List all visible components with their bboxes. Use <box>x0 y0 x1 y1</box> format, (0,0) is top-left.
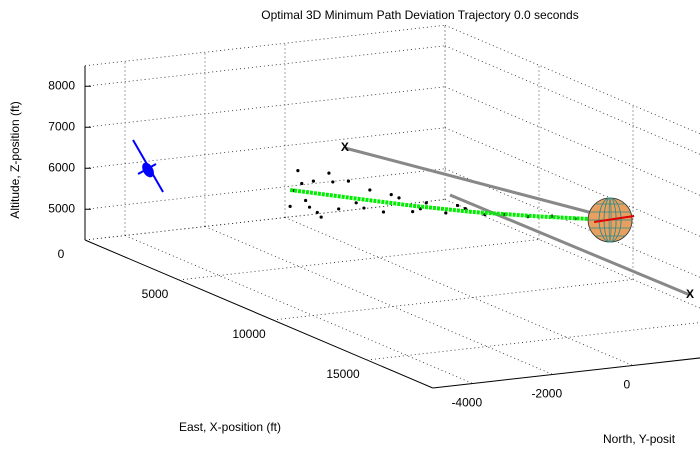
cloud-point <box>288 204 292 208</box>
cloud-point <box>354 201 358 205</box>
cloud-point <box>319 215 323 219</box>
cloud-point <box>362 206 366 210</box>
cloud-point <box>368 188 372 192</box>
cloud-point <box>455 203 460 208</box>
grid-line <box>124 235 473 384</box>
target-line <box>449 193 691 297</box>
grid-line <box>444 168 700 278</box>
y-axis <box>432 357 700 389</box>
cloud-point <box>331 180 335 184</box>
x-tick-label: 10000 <box>232 327 266 341</box>
grid-line <box>444 45 700 155</box>
x-tick-label: 5000 <box>142 287 169 301</box>
cloud-point <box>307 205 312 209</box>
cloud-point <box>327 171 331 175</box>
z-tick-label: 7000 <box>48 119 75 133</box>
cloud-point <box>300 181 304 186</box>
z-tick-label: 5000 <box>48 201 75 215</box>
target-marker: X <box>341 140 349 154</box>
x-axis <box>84 239 433 389</box>
z-axis-label: Altitude, Z-position (ft) <box>8 101 22 218</box>
x-tick-label: 0 <box>58 247 65 261</box>
grid-line <box>84 168 446 210</box>
grid-line <box>178 239 540 281</box>
x-axis-label: East, X-position (ft) <box>179 420 281 434</box>
cloud-point <box>315 210 319 215</box>
grid-line <box>84 86 446 128</box>
grid-line <box>84 199 446 241</box>
cloud-point <box>311 179 315 183</box>
sphere-mesh <box>598 197 622 243</box>
grid-line <box>84 127 446 169</box>
cloud-point <box>296 169 300 173</box>
trajectory <box>289 187 611 223</box>
box-edge <box>84 199 446 241</box>
target-marker: X <box>686 287 694 301</box>
grid-line <box>444 127 700 237</box>
sphere-arrow <box>593 215 635 223</box>
aircraft-hull <box>142 162 154 178</box>
cloud-point <box>389 193 393 197</box>
aircraft <box>132 139 164 193</box>
box-edge <box>444 24 700 135</box>
y-axis-label: North, Y-posit <box>603 432 676 446</box>
cloud-point <box>424 201 428 205</box>
x-tick-label: 15000 <box>326 367 360 381</box>
cloud-point <box>346 179 351 183</box>
cloud-point <box>337 207 341 211</box>
y-tick-label: 0 <box>623 378 630 392</box>
cloud-point <box>397 196 401 200</box>
cloud-point <box>381 210 386 214</box>
y-tick-label: -4000 <box>451 396 482 410</box>
cloud-point <box>444 211 448 215</box>
y-tick-label: -2000 <box>531 387 562 401</box>
z-tick-label: 6000 <box>48 160 75 174</box>
target-line <box>344 146 601 217</box>
grid-line <box>84 45 446 87</box>
chart-title: Optimal 3D Minimum Path Deviation Trajec… <box>261 8 578 22</box>
grid-line <box>284 217 633 366</box>
grid-line <box>444 86 700 196</box>
sphere <box>587 197 635 243</box>
cloud-point <box>304 198 308 203</box>
grid-line <box>204 226 553 375</box>
box-edge <box>444 199 700 309</box>
cloud-point <box>411 210 415 214</box>
box-edge <box>84 24 446 67</box>
z-tick-label: 8000 <box>48 78 75 92</box>
grid-line <box>272 279 634 321</box>
grid-line <box>366 322 700 361</box>
